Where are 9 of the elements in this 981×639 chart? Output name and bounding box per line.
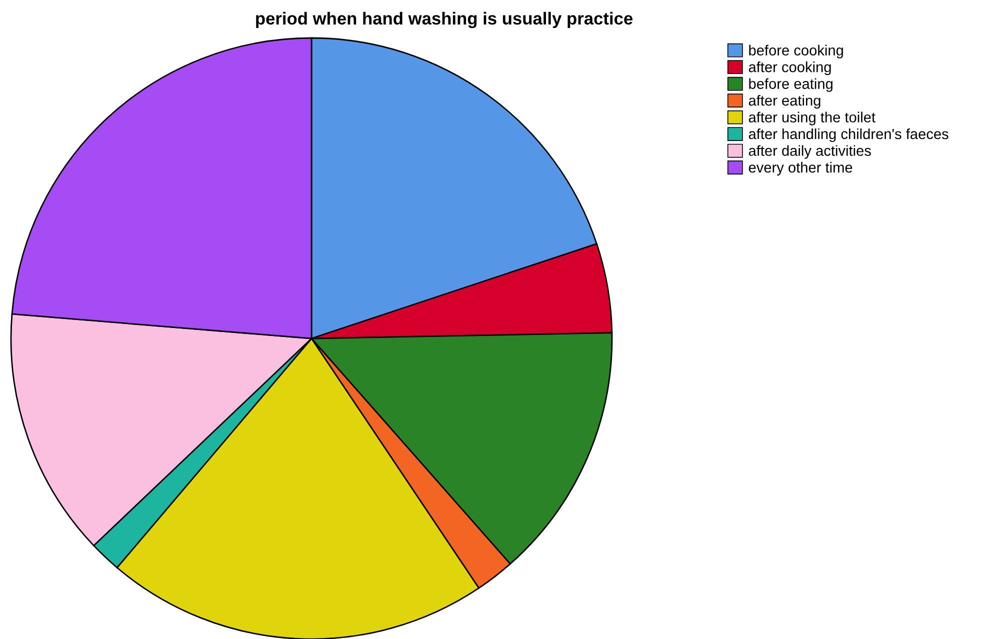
legend-label: after eating xyxy=(748,94,820,109)
legend-label: after using the toilet xyxy=(748,112,876,126)
legend-label: before eating xyxy=(749,78,832,92)
legend-label: before cooking xyxy=(749,44,843,58)
legend-label: after daily activities xyxy=(748,145,871,159)
legend-label: every other time xyxy=(748,162,852,176)
legend-label: after cooking xyxy=(748,62,831,76)
chart-title: period when hand washing is usually practice xyxy=(256,12,633,28)
legend-label: after handling children's faeces xyxy=(748,128,948,142)
